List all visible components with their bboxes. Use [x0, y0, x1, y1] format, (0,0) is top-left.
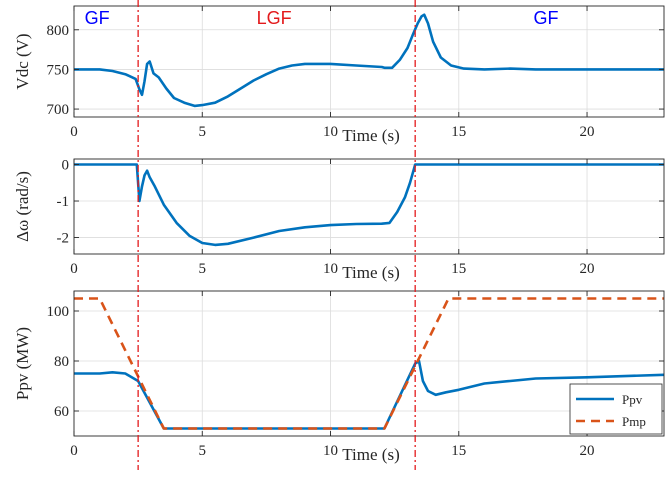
- y-axis-label: Δω (rad/s): [13, 171, 32, 242]
- y-tick-label: 0: [62, 157, 70, 173]
- x-tick-label: 10: [323, 443, 338, 459]
- y-tick-label: 750: [47, 62, 70, 78]
- axes-frame: [73, 158, 665, 255]
- y-tick-label: 60: [54, 404, 69, 420]
- x-tick-label: 5: [199, 261, 207, 277]
- legend-box: [569, 383, 663, 435]
- series-line-1: [74, 163, 664, 247]
- series-line-pmp: [74, 297, 664, 430]
- x-tick-label: 20: [580, 443, 595, 459]
- plot-area: [74, 6, 664, 117]
- region-label-2: LGF: [257, 8, 292, 28]
- legend: Ppv Pmp: [569, 383, 663, 435]
- y-tick-label: 800: [47, 23, 70, 39]
- legend-label-ppv: Ppv: [622, 392, 643, 407]
- x-tick-label: 15: [451, 443, 466, 459]
- x-axis-label: Time (s): [342, 126, 399, 145]
- axes-frame: [73, 5, 665, 118]
- legend-label-pmp: Pmp: [622, 414, 646, 429]
- y-tick-label: 700: [47, 102, 70, 118]
- x-tick-label: 10: [323, 261, 338, 277]
- y-tick-label: 100: [47, 304, 70, 320]
- x-tick-label: 10: [323, 124, 338, 140]
- x-tick-label: 15: [451, 261, 466, 277]
- x-tick-label: 0: [70, 124, 78, 140]
- x-tick-label: 5: [199, 443, 207, 459]
- y-axis-label: Ppv (MW): [13, 327, 32, 400]
- axes-frame: [73, 290, 665, 437]
- y-tick-label: -1: [57, 194, 70, 210]
- plot-area: [74, 291, 664, 436]
- x-tick-label: 20: [580, 261, 595, 277]
- y-tick-label: 80: [54, 354, 69, 370]
- axes-3: 0 5 10 15 20 60 80 100 Time (s) Ppv (MW) Ppv Pmp: [13, 290, 665, 464]
- axes-1: 0 5 10 15 20 700 750 800 Time (s) Vdc (V): [13, 5, 665, 145]
- series-line-ppv: [74, 359, 664, 430]
- x-tick-label: 20: [580, 124, 595, 140]
- x-tick-label: 5: [199, 124, 207, 140]
- x-axis-label: Time (s): [342, 263, 399, 282]
- x-tick-label: 0: [70, 261, 78, 277]
- y-tick-label: -2: [57, 231, 70, 247]
- axes-2: 0 5 10 15 20 0 -1 -2 Time (s) Δω (rad/s): [13, 157, 665, 282]
- series-line-1: [74, 13, 664, 108]
- x-axis-label: Time (s): [342, 445, 399, 464]
- x-tick-label: 0: [70, 443, 78, 459]
- y-axis-label: Vdc (V): [13, 33, 32, 89]
- region-label-3: GF: [534, 8, 559, 28]
- x-tick-label: 15: [451, 124, 466, 140]
- region-label-1: GF: [85, 8, 110, 28]
- plot-area: [74, 159, 664, 254]
